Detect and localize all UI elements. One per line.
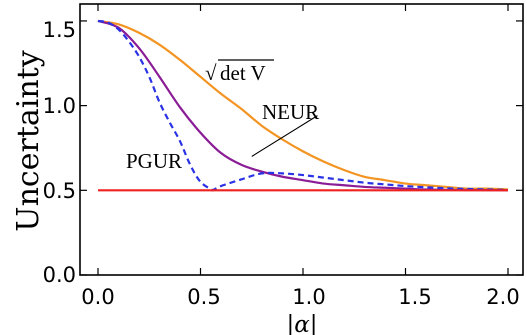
neur-leader-line	[251, 115, 318, 157]
y-axis-title: Uncertainty	[11, 50, 46, 231]
series-layer	[97, 19, 509, 192]
x-tick-label: 1.5	[398, 285, 431, 309]
annotation-detv-radical: √	[205, 61, 217, 85]
plot-frame	[79, 3, 524, 276]
y-tick-label: 1.5	[43, 18, 76, 42]
y-tick-label: 0.5	[43, 179, 76, 203]
axis-ticks	[80, 4, 523, 276]
y-tick-label: 0.0	[43, 263, 76, 287]
x-tick-label: 2.0	[486, 285, 519, 309]
y-tick-label: 1.0	[43, 94, 76, 118]
annotation-detv: det V	[220, 61, 266, 85]
series-detv-line	[97, 19, 509, 191]
x-axis-title: |α|	[286, 312, 317, 335]
annotation-neur: NEUR	[262, 100, 319, 124]
x-tick-label: 0.0	[81, 285, 114, 309]
x-tick-label: 0.5	[187, 285, 220, 309]
x-tick-label: 1.0	[292, 285, 325, 309]
annotation-pgur: PGUR	[126, 149, 182, 173]
series-pgur-line	[97, 19, 509, 192]
